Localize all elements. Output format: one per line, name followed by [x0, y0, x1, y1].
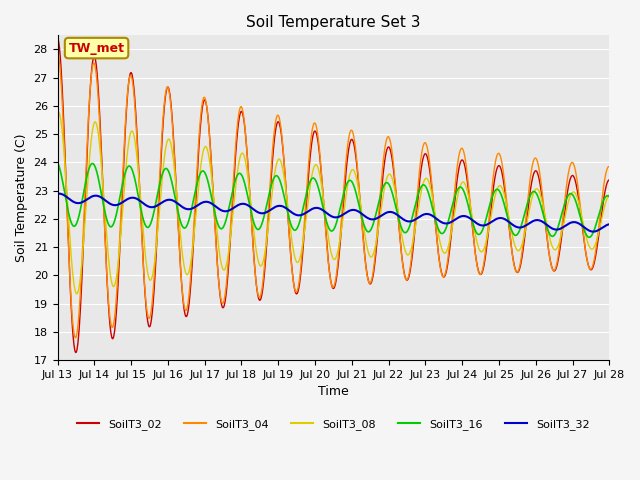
SoilT3_04	[605, 164, 613, 169]
SoilT3_32	[177, 203, 184, 209]
SoilT3_16	[605, 194, 613, 200]
SoilT3_02	[492, 172, 499, 178]
SoilT3_16	[419, 182, 427, 188]
SoilT3_04	[163, 84, 171, 90]
SoilT3_04	[420, 142, 428, 148]
Y-axis label: Soil Temperature (C): Soil Temperature (C)	[15, 133, 28, 262]
SoilT3_04	[54, 47, 61, 53]
SoilT3_02	[177, 266, 184, 272]
SoilT3_32	[605, 221, 613, 227]
SoilT3_02	[420, 154, 428, 160]
Text: TW_met: TW_met	[68, 42, 125, 55]
SoilT3_16	[238, 173, 246, 179]
SoilT3_16	[163, 166, 171, 172]
SoilT3_08	[420, 179, 428, 184]
SoilT3_16	[492, 188, 499, 193]
Line: SoilT3_32: SoilT3_32	[58, 193, 609, 232]
SoilT3_32	[55, 191, 63, 196]
SoilT3_32	[239, 201, 246, 207]
SoilT3_08	[492, 190, 500, 196]
SoilT3_02	[54, 35, 61, 41]
SoilT3_32	[540, 220, 548, 226]
SoilT3_08	[177, 239, 185, 244]
SoilT3_02	[163, 84, 171, 90]
SoilT3_04	[540, 208, 548, 214]
Line: SoilT3_04: SoilT3_04	[58, 50, 609, 338]
SoilT3_08	[541, 210, 548, 216]
SoilT3_16	[540, 214, 548, 219]
Legend: SoilT3_02, SoilT3_04, SoilT3_08, SoilT3_16, SoilT3_32: SoilT3_02, SoilT3_04, SoilT3_08, SoilT3_…	[73, 415, 594, 434]
SoilT3_04	[239, 106, 246, 112]
SoilT3_08	[164, 137, 172, 143]
SoilT3_04	[177, 266, 184, 272]
Line: SoilT3_16: SoilT3_16	[58, 163, 609, 237]
SoilT3_08	[239, 150, 246, 156]
SoilT3_02	[540, 212, 548, 217]
Line: SoilT3_02: SoilT3_02	[58, 38, 609, 352]
SoilT3_16	[585, 234, 593, 240]
SoilT3_08	[73, 291, 81, 297]
SoilT3_04	[72, 335, 79, 341]
Title: Soil Temperature Set 3: Soil Temperature Set 3	[246, 15, 420, 30]
SoilT3_32	[492, 216, 499, 222]
SoilT3_32	[589, 229, 597, 235]
SoilT3_08	[54, 109, 62, 115]
SoilT3_32	[420, 212, 428, 217]
SoilT3_32	[163, 197, 171, 203]
SoilT3_16	[177, 218, 184, 224]
X-axis label: Time: Time	[318, 385, 349, 398]
SoilT3_32	[54, 191, 61, 197]
SoilT3_08	[605, 192, 613, 198]
SoilT3_08	[54, 110, 61, 116]
Line: SoilT3_08: SoilT3_08	[58, 112, 609, 294]
SoilT3_02	[72, 349, 80, 355]
SoilT3_02	[605, 177, 613, 183]
SoilT3_16	[54, 160, 61, 166]
SoilT3_02	[239, 110, 246, 116]
SoilT3_04	[492, 158, 499, 164]
